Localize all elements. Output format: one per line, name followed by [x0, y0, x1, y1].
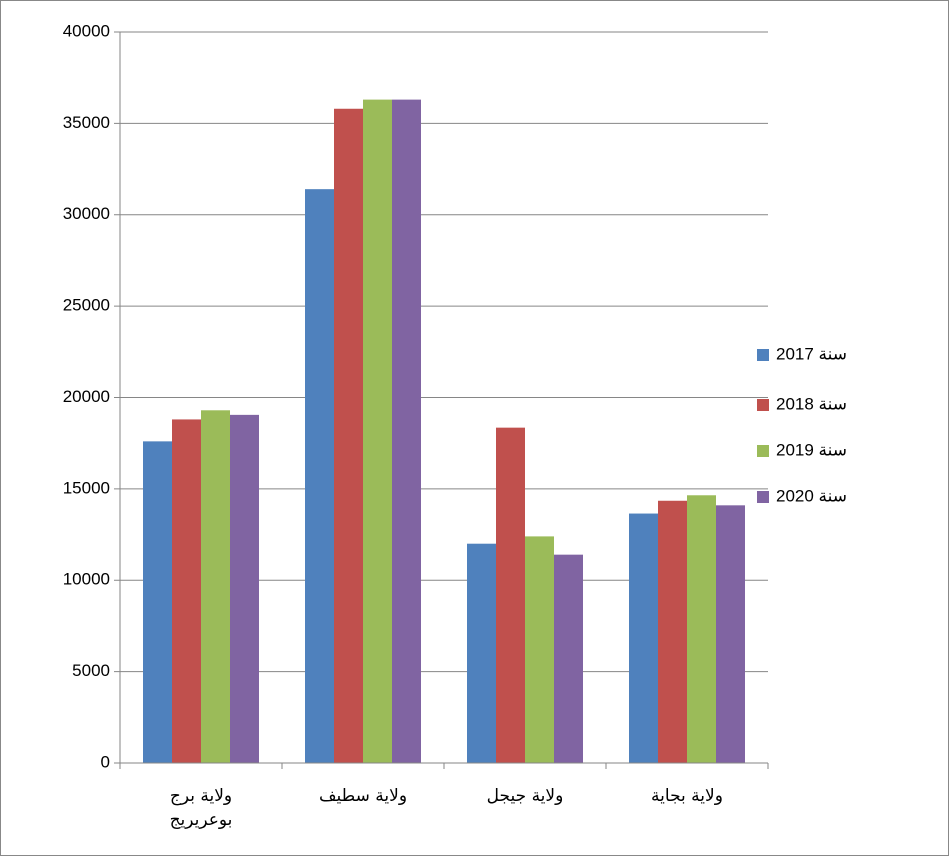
legend-swatch: [757, 349, 769, 361]
y-tick-label: 10000: [63, 570, 110, 589]
y-tick-label: 5000: [72, 661, 110, 680]
y-tick-label: 30000: [63, 204, 110, 223]
legend-label: سنة 2019: [776, 440, 847, 459]
bar: [525, 536, 554, 763]
legend-label: سنة 2020: [776, 486, 847, 505]
bar: [716, 505, 745, 763]
bar: [334, 108, 363, 763]
x-tick-label: ولاية برج بوعريريج: [169, 786, 233, 830]
bar: [687, 495, 716, 763]
bar: [143, 441, 172, 763]
y-tick-label: 40000: [63, 21, 110, 40]
y-tick-label: 35000: [63, 113, 110, 132]
bar: [230, 414, 259, 763]
bar: [554, 554, 583, 763]
legend-label: سنة 2018: [776, 394, 847, 413]
y-tick-label: 15000: [63, 478, 110, 497]
y-tick-label: 25000: [63, 296, 110, 315]
bar: [305, 189, 334, 764]
bar: [467, 543, 496, 763]
legend-swatch: [757, 445, 769, 457]
bar: [392, 99, 421, 764]
legend-swatch: [757, 399, 769, 411]
bar: [172, 419, 201, 763]
y-tick-label: 0: [101, 752, 110, 771]
bar: [629, 513, 658, 763]
y-tick-label: 20000: [63, 387, 110, 406]
bar: [658, 500, 687, 763]
legend-label: سنة 2017: [776, 344, 847, 363]
x-tick-label: ولاية جيجل: [486, 786, 564, 806]
bar: [496, 427, 525, 763]
bar: [201, 410, 230, 763]
bar: [363, 99, 392, 764]
x-tick-label: ولاية بجاية: [651, 786, 723, 806]
legend-swatch: [757, 491, 769, 503]
x-tick-label: ولاية سطيف: [318, 786, 408, 806]
